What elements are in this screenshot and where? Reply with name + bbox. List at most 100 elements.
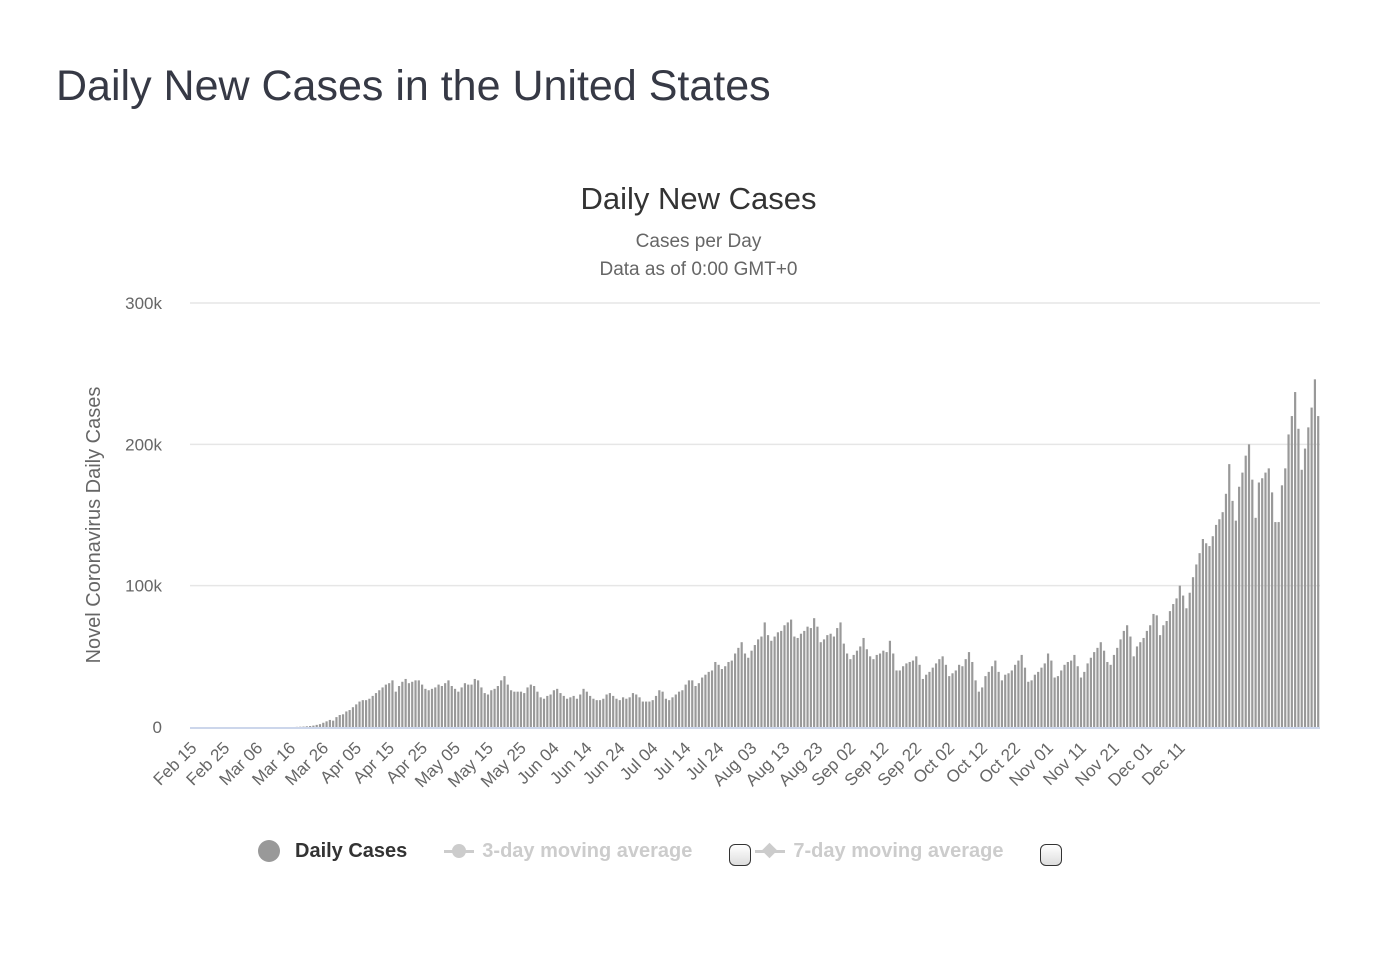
bar[interactable] bbox=[743, 653, 747, 727]
bar[interactable] bbox=[658, 690, 661, 727]
bar[interactable] bbox=[1112, 654, 1116, 727]
bar[interactable] bbox=[740, 642, 743, 727]
bar[interactable] bbox=[1264, 472, 1267, 727]
bar[interactable] bbox=[757, 639, 760, 727]
bar[interactable] bbox=[697, 683, 700, 727]
bar[interactable] bbox=[1175, 598, 1178, 727]
bar[interactable] bbox=[490, 690, 493, 727]
bar[interactable] bbox=[958, 664, 961, 727]
bar[interactable] bbox=[526, 687, 529, 727]
bar[interactable] bbox=[832, 636, 836, 727]
bar[interactable] bbox=[365, 700, 368, 727]
bar[interactable] bbox=[384, 684, 387, 727]
bar[interactable] bbox=[1093, 652, 1096, 727]
bar[interactable] bbox=[312, 725, 315, 727]
bar[interactable] bbox=[335, 717, 338, 727]
bar[interactable] bbox=[1102, 650, 1106, 727]
bar[interactable] bbox=[1076, 666, 1079, 727]
bar[interactable] bbox=[941, 656, 944, 727]
bar[interactable] bbox=[516, 691, 519, 727]
bar[interactable] bbox=[430, 688, 434, 727]
bar[interactable] bbox=[1152, 613, 1155, 727]
bar[interactable] bbox=[1188, 592, 1191, 727]
bar[interactable] bbox=[704, 674, 707, 727]
bar[interactable] bbox=[1014, 664, 1017, 727]
bar[interactable] bbox=[918, 664, 921, 727]
bar[interactable] bbox=[793, 636, 796, 727]
bar[interactable] bbox=[1270, 492, 1274, 727]
bar[interactable] bbox=[1221, 512, 1224, 727]
bar[interactable] bbox=[1300, 469, 1303, 727]
bar[interactable] bbox=[332, 720, 335, 727]
bar[interactable] bbox=[1145, 630, 1148, 727]
bar[interactable] bbox=[460, 687, 463, 727]
bar[interactable] bbox=[990, 666, 994, 727]
bar[interactable] bbox=[1195, 564, 1198, 727]
bar[interactable] bbox=[1142, 637, 1145, 727]
bar[interactable] bbox=[1040, 667, 1043, 727]
bar[interactable] bbox=[309, 726, 312, 727]
bar[interactable] bbox=[414, 680, 417, 727]
bar[interactable] bbox=[977, 691, 980, 727]
bar[interactable] bbox=[641, 701, 644, 727]
bar[interactable] bbox=[1043, 663, 1046, 727]
bar[interactable] bbox=[733, 653, 737, 727]
bar[interactable] bbox=[789, 619, 793, 727]
bar[interactable] bbox=[1241, 472, 1244, 727]
bar[interactable] bbox=[368, 698, 371, 727]
bar[interactable] bbox=[440, 686, 443, 727]
bar[interactable] bbox=[1066, 661, 1069, 727]
bar[interactable] bbox=[809, 628, 812, 727]
bar[interactable] bbox=[888, 640, 892, 727]
bar[interactable] bbox=[397, 686, 401, 727]
bar[interactable] bbox=[1274, 522, 1277, 727]
bar[interactable] bbox=[1211, 536, 1214, 727]
bar[interactable] bbox=[836, 628, 839, 727]
bar[interactable] bbox=[822, 639, 826, 727]
bar[interactable] bbox=[635, 694, 638, 727]
bar[interactable] bbox=[401, 681, 404, 727]
bar[interactable] bbox=[796, 637, 799, 727]
bar[interactable] bbox=[938, 659, 941, 727]
bar[interactable] bbox=[595, 700, 598, 727]
bar[interactable] bbox=[895, 670, 898, 727]
bar[interactable] bbox=[1205, 543, 1208, 727]
bar[interactable] bbox=[411, 681, 414, 727]
bar[interactable] bbox=[523, 693, 526, 727]
bar[interactable] bbox=[915, 656, 918, 727]
bar[interactable] bbox=[325, 721, 328, 727]
bar[interactable] bbox=[816, 626, 819, 727]
bar[interactable] bbox=[1053, 677, 1056, 727]
bar[interactable] bbox=[1079, 677, 1083, 727]
bar[interactable] bbox=[994, 660, 997, 727]
bar[interactable] bbox=[1198, 553, 1201, 727]
bar[interactable] bbox=[625, 698, 628, 727]
bar[interactable] bbox=[338, 714, 341, 727]
bar[interactable] bbox=[513, 691, 516, 727]
bar[interactable] bbox=[1004, 674, 1007, 727]
bar[interactable] bbox=[997, 671, 1000, 727]
bar[interactable] bbox=[724, 666, 727, 727]
bar[interactable] bbox=[1083, 671, 1086, 727]
bar[interactable] bbox=[618, 700, 621, 727]
bar[interactable] bbox=[651, 700, 654, 727]
bar[interactable] bbox=[1165, 621, 1168, 727]
bar[interactable] bbox=[780, 630, 783, 727]
bar[interactable] bbox=[318, 724, 322, 727]
bar[interactable] bbox=[971, 661, 974, 727]
bar[interactable] bbox=[582, 688, 585, 727]
bar[interactable] bbox=[612, 695, 615, 727]
bar[interactable] bbox=[737, 647, 740, 727]
bar[interactable] bbox=[776, 632, 780, 727]
bar[interactable] bbox=[961, 666, 964, 727]
bar[interactable] bbox=[470, 684, 473, 727]
bar[interactable] bbox=[486, 694, 490, 727]
bar[interactable] bbox=[631, 693, 635, 727]
bar[interactable] bbox=[1149, 625, 1152, 727]
bar[interactable] bbox=[1261, 478, 1264, 727]
bar[interactable] bbox=[378, 690, 381, 727]
bar[interactable] bbox=[908, 661, 911, 727]
bar[interactable] bbox=[388, 683, 391, 727]
bar[interactable] bbox=[374, 693, 378, 727]
bar[interactable] bbox=[391, 680, 394, 727]
